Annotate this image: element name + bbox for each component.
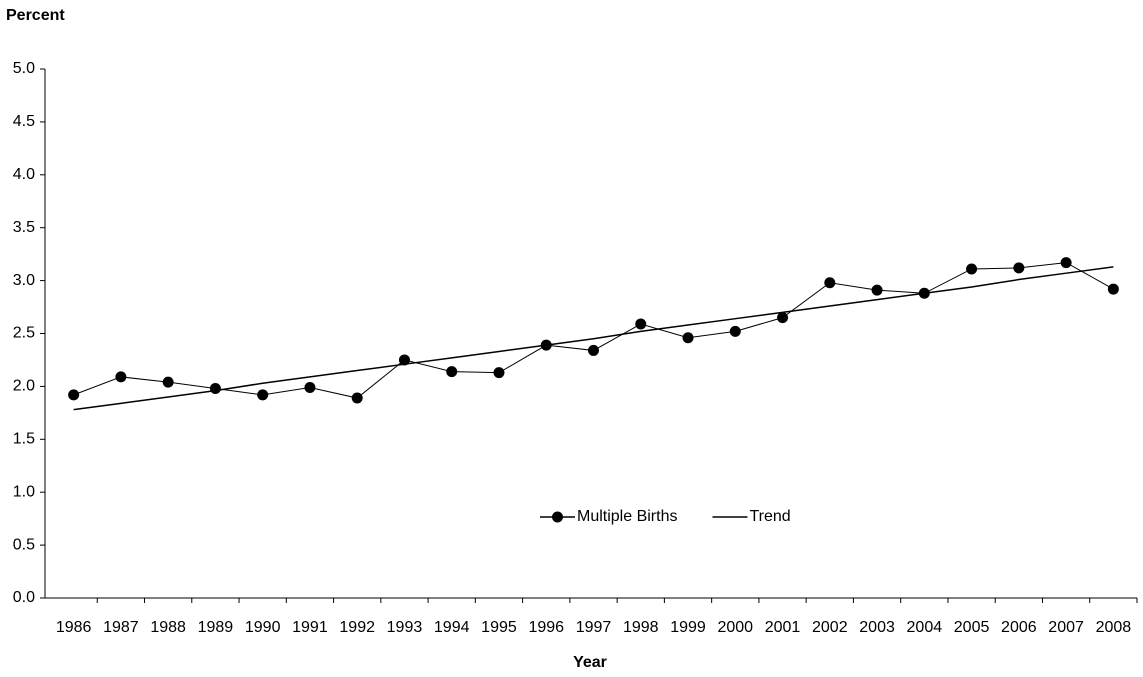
y-tick-label: 0.5 [13,536,35,553]
x-tick-label: 2001 [765,619,801,636]
data-point [682,332,694,344]
x-axis-title: Year [573,654,607,671]
y-tick-label: 0.0 [13,589,35,606]
x-tick-label: 1990 [245,619,281,636]
data-point [493,367,505,379]
y-tick-label: 2.0 [13,378,35,395]
data-point [257,389,269,401]
data-point [162,376,174,388]
data-point [635,318,647,330]
legend-label: Multiple Births [577,508,677,525]
data-point [1107,283,1119,295]
data-point [398,354,410,366]
x-tick-label: 1995 [481,619,517,636]
x-tick-label: 1997 [576,619,612,636]
x-tick-label: 1996 [528,619,564,636]
data-point [68,389,80,401]
y-axis-title: Percent [6,7,65,24]
x-tick-label: 1986 [56,619,92,636]
y-tick-label: 4.5 [13,113,35,130]
data-point [1013,262,1025,274]
legend-label: Trend [749,508,790,525]
x-tick-label: 1989 [198,619,234,636]
x-tick-label: 2005 [954,619,990,636]
data-point [777,312,789,324]
y-tick-label: 3.0 [13,272,35,289]
x-tick-label: 2006 [1001,619,1037,636]
data-point [351,392,363,404]
x-tick-label: 2000 [717,619,753,636]
x-tick-label: 2003 [859,619,895,636]
x-tick-label: 2004 [907,619,943,636]
x-tick-label: 1991 [292,619,328,636]
x-tick-label: 1999 [670,619,706,636]
y-tick-label: 4.0 [13,166,35,183]
data-point [966,263,978,275]
y-tick-label: 3.5 [13,219,35,236]
data-point [115,371,127,383]
y-tick-label: 1.5 [13,431,35,448]
data-point [871,284,883,296]
data-point [1060,257,1072,269]
x-tick-label: 2008 [1096,619,1132,636]
y-tick-label: 2.5 [13,325,35,342]
x-tick-label: 2002 [812,619,848,636]
y-tick-label: 5.0 [13,60,35,77]
x-tick-label: 1987 [103,619,139,636]
x-tick-label: 1988 [150,619,186,636]
data-point [824,277,836,289]
x-tick-label: 2007 [1048,619,1084,636]
data-point [729,325,741,337]
x-tick-label: 1993 [387,619,423,636]
legend-marker [552,511,563,523]
x-tick-label: 1992 [339,619,375,636]
series-line [73,262,1114,399]
data-point [209,383,221,395]
x-tick-label: 1998 [623,619,659,636]
data-point [446,366,458,378]
data-point [588,344,599,356]
x-tick-label: 1994 [434,619,470,636]
series-line [73,266,1114,411]
y-tick-label: 1.0 [13,483,35,500]
data-point [304,381,316,393]
